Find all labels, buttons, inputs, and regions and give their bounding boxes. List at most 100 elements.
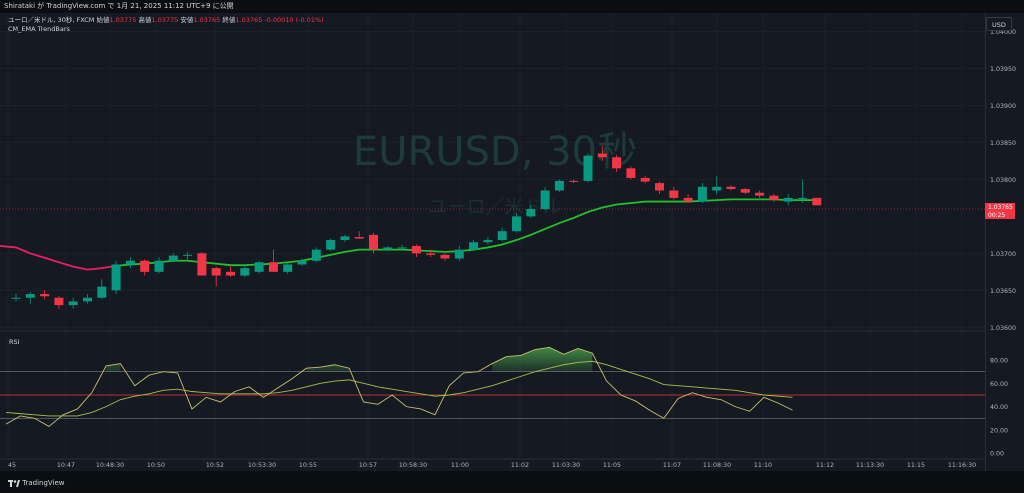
candle-body bbox=[183, 254, 193, 256]
rsi-line bbox=[5, 346, 793, 427]
candle-body bbox=[354, 237, 364, 239]
rsi-axis-label: 20.00 bbox=[990, 427, 1008, 434]
watermark-title: EURUSD, 30秒 bbox=[353, 129, 637, 175]
candle-body bbox=[254, 262, 264, 272]
candle-body bbox=[683, 197, 693, 202]
candle-body bbox=[697, 186, 707, 202]
candle-body bbox=[369, 234, 378, 250]
candle-body bbox=[512, 216, 521, 232]
rsi-axis-label: 80.00 bbox=[990, 358, 1008, 365]
symbol-legend[interactable]: ユーロ／米ドル, 30秒, FXCM 始値1.03775 高値1.03775 安… bbox=[8, 16, 324, 34]
tradingview-logo-text: TradingView bbox=[22, 479, 65, 487]
candle-body bbox=[655, 183, 664, 191]
candle-body bbox=[25, 294, 35, 298]
candle-body bbox=[726, 186, 736, 190]
price-axis-label: 1.03900 bbox=[990, 103, 1016, 110]
candle-body bbox=[240, 268, 250, 276]
time-axis-label: 10:50 bbox=[147, 462, 165, 469]
candle-body bbox=[783, 197, 793, 202]
candle-body bbox=[812, 197, 822, 206]
candle-body bbox=[311, 249, 321, 261]
rsi-band-lines bbox=[0, 371, 985, 419]
time-axis-label: 10:53:30 bbox=[248, 462, 276, 469]
time-axis-label: 11:12 bbox=[816, 462, 834, 469]
candle-body bbox=[140, 260, 150, 272]
candle-body bbox=[40, 294, 50, 297]
rsi-indicator-label[interactable]: RSI bbox=[9, 338, 20, 346]
legend-high: 1.03775 bbox=[151, 16, 179, 24]
price-axis-label: 1.03950 bbox=[990, 66, 1016, 73]
legend-low-label: 安値 bbox=[180, 16, 194, 24]
price-axis-label: 1.04000 bbox=[990, 29, 1016, 36]
candle-body bbox=[554, 180, 564, 191]
candle-body bbox=[383, 247, 393, 250]
grid-lines bbox=[0, 13, 985, 459]
legend-high-label: 高値 bbox=[138, 16, 152, 24]
candle-body bbox=[97, 286, 107, 298]
legend-close: 1.03765 bbox=[235, 16, 263, 24]
bottom-bar bbox=[0, 471, 1024, 493]
current-price-value: 1.03765 bbox=[988, 204, 1013, 211]
candle-body bbox=[798, 197, 807, 199]
candle-body bbox=[154, 260, 164, 272]
price-axis[interactable] bbox=[985, 13, 1024, 471]
currency-button[interactable]: USD bbox=[986, 17, 1012, 31]
candle-body bbox=[526, 208, 536, 217]
rsi-axis-label: 0.00 bbox=[990, 451, 1004, 458]
price-axis-label: 1.03650 bbox=[990, 288, 1016, 295]
legend-open: 1.03775 bbox=[109, 16, 137, 24]
candle-body bbox=[340, 236, 350, 241]
candle-body bbox=[454, 249, 464, 259]
candle-body bbox=[125, 260, 135, 265]
candle-body bbox=[569, 180, 579, 182]
candle-body bbox=[11, 297, 21, 299]
candle-body bbox=[54, 297, 64, 306]
indicator-name[interactable]: CM_EMA TrendBars bbox=[8, 25, 70, 33]
candle-body bbox=[597, 153, 607, 158]
candle-body bbox=[326, 240, 336, 250]
candle-body bbox=[283, 264, 293, 272]
rsi-axis-label: 40.00 bbox=[990, 404, 1008, 411]
rsi-value-line bbox=[5, 346, 793, 427]
publisher-bar: Shirataki が TradingView.com で 1月 21, 202… bbox=[0, 0, 1024, 13]
legend-low: 1.03765 bbox=[193, 16, 221, 24]
rsi-axis-labels: 80.00 60.00 40.00 20.00 0.00 bbox=[990, 358, 1008, 458]
candle-body bbox=[483, 240, 493, 243]
current-price-badge: 1.03765 00:25 bbox=[985, 203, 1015, 219]
legend-ohlc: ユーロ／米ドル, 30秒, FXCM 始値1.03775 高値1.03775 安… bbox=[8, 16, 324, 25]
time-axis-label: 10:55 bbox=[299, 462, 317, 469]
candle-body bbox=[83, 297, 92, 302]
candle-body bbox=[111, 264, 121, 291]
price-axis-label: 1.03700 bbox=[990, 251, 1016, 258]
time-axis-label: 11:03:30 bbox=[552, 462, 580, 469]
candle-body bbox=[497, 231, 507, 241]
countdown-timer: 00:25 bbox=[988, 211, 1006, 219]
price-axis-labels: 1.04000 1.03950 1.03900 1.03850 1.03800 1.037… bbox=[990, 29, 1016, 332]
candle-body bbox=[411, 245, 421, 254]
time-axis-label: 10:52 bbox=[206, 462, 224, 469]
time-axis-label: 11:00 bbox=[451, 462, 469, 469]
candle-body bbox=[540, 190, 550, 209]
time-axis-label: 10:58:30 bbox=[399, 462, 427, 469]
tradingview-logo-icon bbox=[8, 479, 20, 487]
legend-change: -0.00010 (-0.01%) bbox=[264, 16, 324, 24]
candle-body bbox=[168, 255, 178, 261]
candle-body bbox=[211, 268, 221, 276]
candle-body bbox=[640, 177, 650, 182]
candle-body bbox=[297, 260, 307, 265]
candle-body bbox=[68, 301, 78, 306]
candle-body bbox=[397, 247, 407, 249]
ema-segment-down bbox=[0, 245, 117, 271]
time-axis-label: 10:57 bbox=[359, 462, 377, 469]
candle-body bbox=[440, 254, 450, 259]
candle-body bbox=[712, 186, 722, 191]
candle-body bbox=[583, 155, 593, 181]
time-axis-label: 11:02 bbox=[511, 462, 529, 469]
legend-symbol: ユーロ／米ドル, 30秒, FXCM 始値 bbox=[8, 16, 110, 24]
candle-body bbox=[268, 262, 278, 272]
time-axis-label: 10:48:30 bbox=[96, 462, 124, 469]
time-axis-labels[interactable]: 45 10:47 10:48:30 10:50 10:52 10:53:30 10:55 10… bbox=[8, 462, 976, 469]
time-axis-label: 11:13:30 bbox=[856, 462, 884, 469]
time-axis-label: 11:05 bbox=[603, 462, 621, 469]
